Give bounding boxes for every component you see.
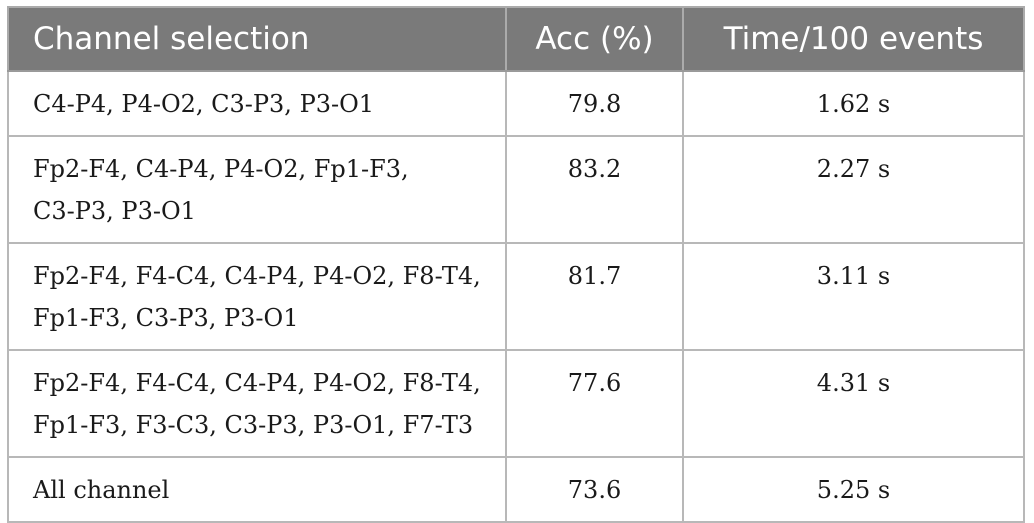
- table-header: Channel selection Acc (%) Time/100 event…: [7, 6, 1025, 72]
- table-row: Fp2-F4, F4-C4, C4-P4, P4-O2, F8-T4, Fp1-…: [7, 242, 1025, 351]
- results-table-container: Channel selection Acc (%) Time/100 event…: [7, 6, 1025, 523]
- channel-cell: C4-P4, P4-O2, C3-P3, P3-O1: [7, 70, 507, 137]
- header-time-per-100-events: Time/100 events: [682, 6, 1025, 72]
- channel-line: Fp1-F3, F3-C3, C3-P3, P3-O1, F7-T3: [33, 411, 474, 439]
- acc-cell: 83.2: [505, 135, 684, 244]
- table-row: All channel 73.6 5.25 s: [7, 456, 1025, 523]
- channel-line: Fp1-F3, C3-P3, P3-O1: [33, 304, 299, 332]
- channel-cell: All channel: [7, 456, 507, 523]
- time-cell: 5.25 s: [682, 456, 1025, 523]
- acc-cell: 81.7: [505, 242, 684, 351]
- acc-cell: 79.8: [505, 70, 684, 137]
- time-cell: 3.11 s: [682, 242, 1025, 351]
- channel-cell: Fp2-F4, C4-P4, P4-O2, Fp1-F3, C3-P3, P3-…: [7, 135, 507, 244]
- time-cell: 2.27 s: [682, 135, 1025, 244]
- acc-cell: 77.6: [505, 349, 684, 458]
- results-table: Channel selection Acc (%) Time/100 event…: [7, 6, 1025, 523]
- time-cell: 1.62 s: [682, 70, 1025, 137]
- header-accuracy: Acc (%): [505, 6, 684, 72]
- table-row: Fp2-F4, F4-C4, C4-P4, P4-O2, F8-T4, Fp1-…: [7, 349, 1025, 458]
- channel-line: Fp2-F4, F4-C4, C4-P4, P4-O2, F8-T4,: [33, 262, 481, 290]
- header-row: Channel selection Acc (%) Time/100 event…: [7, 6, 1025, 72]
- channel-line: C4-P4, P4-O2, C3-P3, P3-O1: [33, 90, 375, 118]
- table-row: Fp2-F4, C4-P4, P4-O2, Fp1-F3, C3-P3, P3-…: [7, 135, 1025, 244]
- channel-line: All channel: [33, 476, 170, 504]
- table-body: C4-P4, P4-O2, C3-P3, P3-O1 79.8 1.62 s F…: [7, 70, 1025, 523]
- channel-line: Fp2-F4, C4-P4, P4-O2, Fp1-F3,: [33, 155, 409, 183]
- table-row: C4-P4, P4-O2, C3-P3, P3-O1 79.8 1.62 s: [7, 70, 1025, 137]
- channel-cell: Fp2-F4, F4-C4, C4-P4, P4-O2, F8-T4, Fp1-…: [7, 349, 507, 458]
- channel-line: C3-P3, P3-O1: [33, 197, 196, 225]
- acc-cell: 73.6: [505, 456, 684, 523]
- header-channel-selection: Channel selection: [7, 6, 507, 72]
- channel-cell: Fp2-F4, F4-C4, C4-P4, P4-O2, F8-T4, Fp1-…: [7, 242, 507, 351]
- time-cell: 4.31 s: [682, 349, 1025, 458]
- channel-line: Fp2-F4, F4-C4, C4-P4, P4-O2, F8-T4,: [33, 369, 481, 397]
